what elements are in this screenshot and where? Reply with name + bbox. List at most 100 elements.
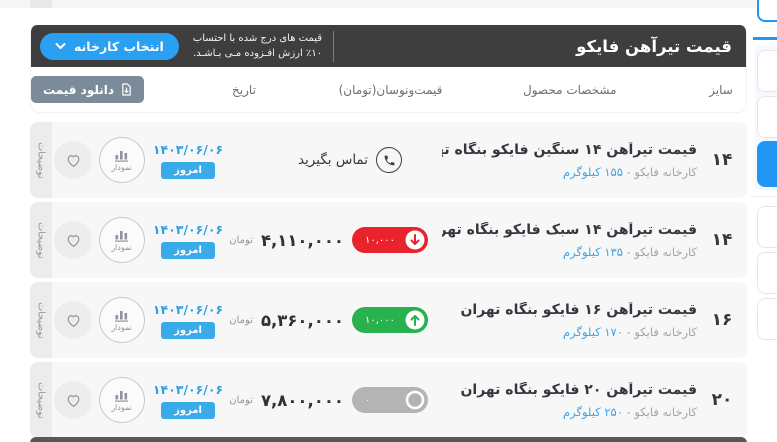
today-badge: امروز bbox=[161, 321, 215, 339]
product-subtitle: کارخانه فایکو - ۲۵۰ کیلوگرم bbox=[563, 404, 697, 419]
chart-button[interactable]: نمودار bbox=[98, 377, 145, 423]
right-panel-active-tab[interactable] bbox=[757, 0, 777, 22]
right-panel-item-selected[interactable] bbox=[757, 141, 777, 187]
favorite-button[interactable] bbox=[54, 381, 92, 419]
date-value: ۱۴۰۳/۰۶/۰۶ bbox=[152, 381, 224, 397]
bar-chart-icon bbox=[114, 149, 130, 162]
details-label: توضیحات bbox=[35, 381, 47, 419]
heart-icon bbox=[65, 152, 82, 168]
product-weight: ۱۷۰ کیلوگرم bbox=[563, 324, 623, 339]
price-cell: ۱۰,۰۰۰ ۵,۳۶۰,۰۰۰ تومان bbox=[227, 307, 442, 333]
favorite-button[interactable] bbox=[54, 141, 92, 179]
currency-label: تومان bbox=[229, 394, 253, 406]
chart-cell: نمودار bbox=[94, 297, 149, 343]
call-for-price[interactable]: تماس بگیرید bbox=[298, 147, 428, 173]
today-badge: امروز bbox=[161, 401, 215, 419]
bar-chart-icon bbox=[114, 229, 130, 242]
currency-label: تومان bbox=[229, 234, 253, 246]
chevron-down-icon bbox=[55, 42, 66, 50]
details-tab[interactable]: توضیحات bbox=[30, 362, 52, 438]
date-value: ۱۴۰۳/۰۶/۰۶ bbox=[152, 141, 224, 157]
table-row: ۱۴ قیمت تیرآهن ۱۴ سبک فایکو بنگاه تهران … bbox=[30, 202, 747, 278]
details-tab[interactable]: توضیحات bbox=[30, 202, 52, 278]
product-title[interactable]: قیمت تیرآهن ۱۴ سنگین فایکو بنگاه تهران bbox=[442, 141, 697, 158]
today-badge: امروز bbox=[161, 161, 215, 179]
size-value: ۱۴ bbox=[711, 230, 733, 250]
product-weight: ۱۳۵ کیلوگرم bbox=[563, 244, 623, 259]
bar-chart-icon bbox=[114, 309, 130, 322]
arrow-up-circle-icon bbox=[405, 310, 425, 330]
date-cell: ۱۴۰۳/۰۶/۰۶ امروز bbox=[149, 382, 227, 419]
details-tab[interactable]: توضیحات bbox=[30, 122, 52, 198]
price-change-badge-neutral: ۰ bbox=[352, 387, 428, 413]
date-cell: ۱۴۰۳/۰۶/۰۶ امروز bbox=[149, 222, 227, 259]
column-product: مشخصات محصول bbox=[523, 82, 617, 97]
product-subtitle: کارخانه فایکو - ۱۳۵ کیلوگرم bbox=[563, 244, 697, 259]
price-change-badge-increase: ۱۰,۰۰۰ bbox=[352, 307, 428, 333]
select-factory-label: انتخاب کارخانه bbox=[74, 38, 164, 54]
product-cell: قیمت تیرآهن ۱۴ سنگین فایکو بنگاه تهران ک… bbox=[442, 142, 697, 179]
download-icon bbox=[121, 83, 132, 96]
heart-icon bbox=[65, 392, 82, 408]
product-title[interactable]: قیمت تیرآهن ۱۶ فایکو بنگاه تهران bbox=[460, 301, 697, 318]
right-panel-item[interactable] bbox=[757, 298, 777, 340]
chart-cell: نمودار bbox=[94, 377, 149, 423]
vat-note-line1: قیمت های درج شده با احتساب bbox=[192, 32, 323, 44]
chart-label: نمودار bbox=[111, 402, 132, 412]
chart-label: نمودار bbox=[111, 162, 132, 172]
download-label: دانلود قیمت bbox=[43, 82, 115, 97]
favorite-cell bbox=[52, 301, 94, 339]
heart-icon bbox=[65, 312, 82, 328]
table-column-header: سایز مشخصات محصول قیمت‌ونوسان(تومان) تار… bbox=[31, 67, 746, 112]
table-row: ۱۶ قیمت تیرآهن ۱۶ فایکو بنگاه تهران کارخ… bbox=[30, 282, 747, 358]
chart-cell: نمودار bbox=[94, 137, 149, 183]
chart-button[interactable]: نمودار bbox=[98, 217, 145, 263]
table-row: ۱۴ قیمت تیرآهن ۱۴ سنگین فایکو بنگاه تهرا… bbox=[30, 122, 747, 198]
price-cell: ۰ ۷,۸۰۰,۰۰۰ تومان bbox=[227, 387, 442, 413]
details-tab[interactable]: توضیحات bbox=[30, 282, 52, 358]
size-value: ۱۴ bbox=[711, 150, 733, 170]
right-panel-item[interactable] bbox=[757, 252, 777, 294]
right-panel-item[interactable] bbox=[757, 50, 777, 92]
chart-label: نمودار bbox=[111, 242, 132, 252]
price-table-section: قیمت تیرآهن فایکو قیمت های درج شده با اح… bbox=[30, 25, 747, 438]
chart-button[interactable]: نمودار bbox=[98, 297, 145, 343]
date-cell: ۱۴۰۳/۰۶/۰۶ امروز bbox=[149, 302, 227, 339]
right-panel-tab-underline bbox=[753, 37, 777, 40]
chart-cell: نمودار bbox=[94, 217, 149, 263]
next-section-header-cutoff bbox=[30, 437, 747, 442]
product-cell: قیمت تیرآهن ۲۰ فایکو بنگاه تهران کارخانه… bbox=[442, 382, 697, 419]
product-title[interactable]: قیمت تیرآهن ۲۰ فایکو بنگاه تهران bbox=[460, 381, 697, 398]
ring-circle-icon bbox=[405, 390, 425, 410]
favorite-cell bbox=[52, 221, 94, 259]
page-top-strip-segment bbox=[30, 0, 52, 8]
size-value: ۱۶ bbox=[711, 310, 733, 330]
right-panel-divider bbox=[751, 196, 777, 197]
right-panel-item[interactable] bbox=[757, 96, 777, 138]
download-price-button[interactable]: دانلود قیمت bbox=[31, 76, 145, 103]
favorite-button[interactable] bbox=[54, 301, 92, 339]
size-value: ۲۰ bbox=[711, 390, 733, 410]
price-value: ۵,۳۶۰,۰۰۰ bbox=[260, 310, 344, 330]
right-panel-item[interactable] bbox=[757, 206, 777, 248]
select-factory-button[interactable]: انتخاب کارخانه bbox=[40, 32, 179, 60]
column-price: قیمت‌ونوسان(تومان) bbox=[338, 82, 443, 97]
product-subtitle: کارخانه فایکو - ۱۵۵ کیلوگرم bbox=[563, 164, 697, 179]
product-weight: ۱۵۵ کیلوگرم bbox=[563, 164, 623, 179]
bar-chart-icon bbox=[114, 389, 130, 402]
column-size: سایز bbox=[709, 82, 733, 97]
call-text: تماس بگیرید bbox=[297, 152, 368, 168]
price-cell: ۱۰,۰۰۰ ۴,۱۱۰,۰۰۰ تومان bbox=[227, 227, 442, 253]
chart-button[interactable]: نمودار bbox=[98, 137, 145, 183]
product-weight: ۲۵۰ کیلوگرم bbox=[563, 404, 623, 419]
favorite-cell bbox=[52, 141, 94, 179]
date-value: ۱۴۰۳/۰۶/۰۶ bbox=[152, 301, 224, 317]
product-subtitle: کارخانه فایکو - ۱۷۰ کیلوگرم bbox=[563, 324, 697, 339]
favorite-button[interactable] bbox=[54, 221, 92, 259]
price-value: ۷,۸۰۰,۰۰۰ bbox=[260, 390, 344, 410]
favorite-cell bbox=[52, 381, 94, 419]
price-cell: تماس بگیرید bbox=[227, 147, 442, 173]
vat-note-line2: ٪۱۰ ارزش افـزوده مـی بـاشـد. bbox=[192, 48, 323, 59]
price-change-badge-decrease: ۱۰,۰۰۰ bbox=[352, 227, 428, 253]
product-title[interactable]: قیمت تیرآهن ۱۴ سبک فایکو بنگاه تهران bbox=[442, 221, 697, 238]
